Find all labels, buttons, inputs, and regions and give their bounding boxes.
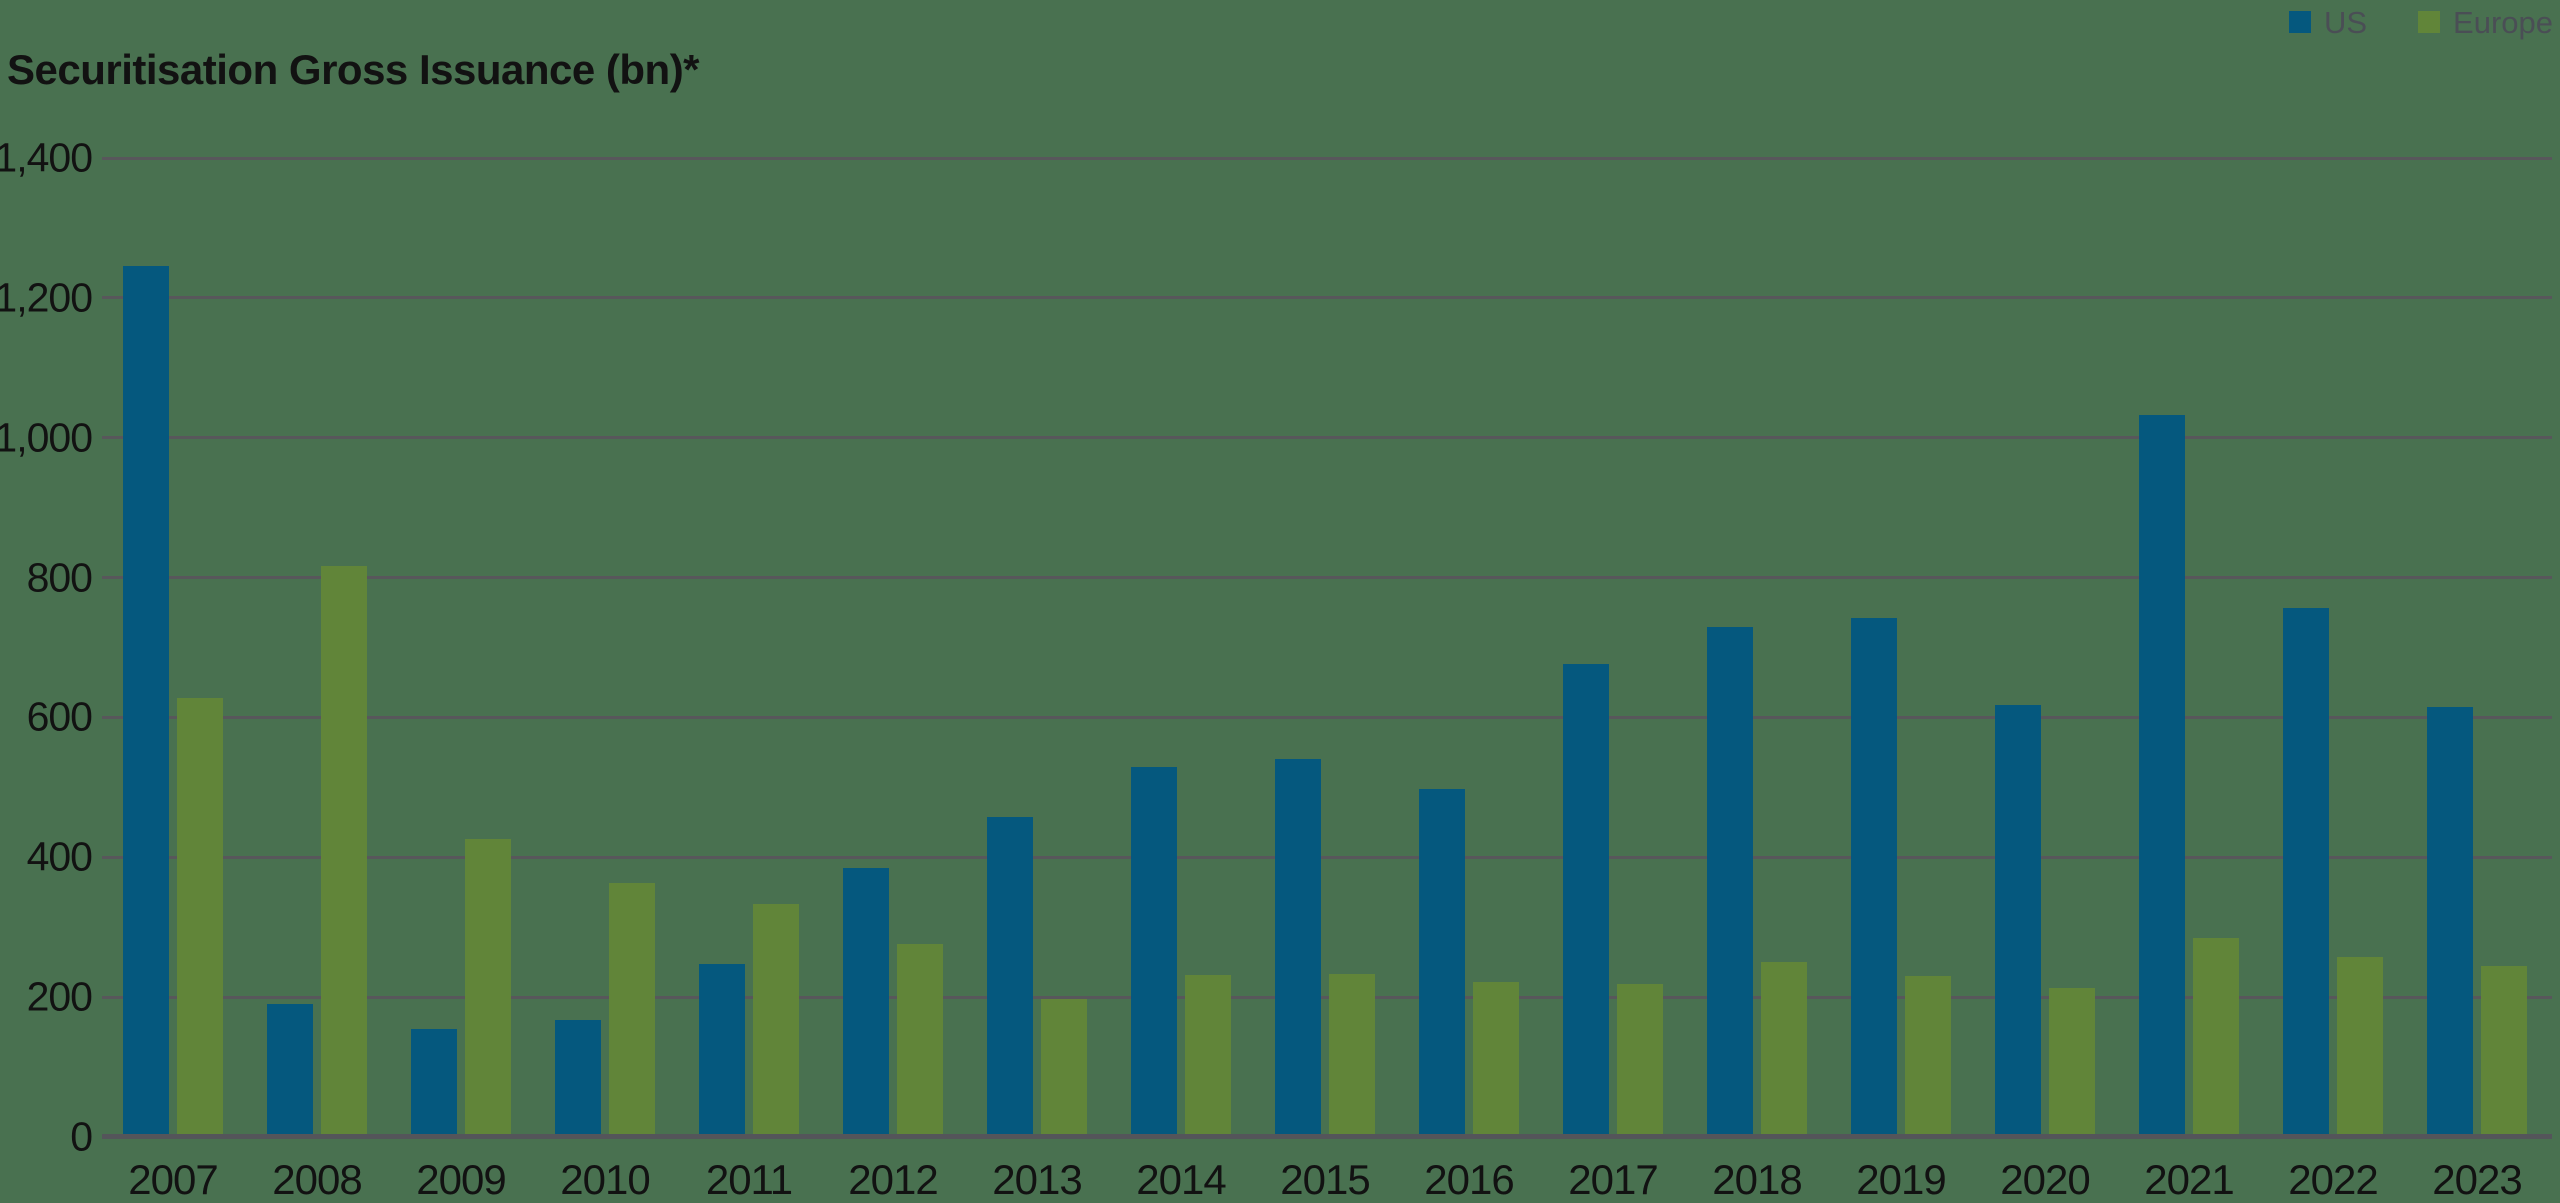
bar-us-2015 [1275,759,1321,1137]
x-tick-label-2023: 2023 [2432,1156,2522,1203]
bar-europe-2023 [2481,966,2527,1137]
bar-us-2021 [2139,415,2185,1137]
bar-europe-2017 [1617,983,1663,1137]
gridline-1200 [102,296,2552,300]
bar-us-2018 [1707,626,1753,1137]
bar-europe-2012 [897,944,943,1137]
bar-us-2009 [411,1028,457,1137]
x-tick-label-2015: 2015 [1280,1156,1370,1203]
gridline-400 [102,855,2552,859]
x-tick-label-2012: 2012 [848,1156,938,1203]
legend-item-us: US [2288,4,2368,40]
y-tick-label-600: 600 [26,693,93,740]
us-swatch-icon [2288,11,2311,33]
gridline-600 [102,715,2552,719]
bar-us-2011 [699,963,745,1137]
bar-europe-2008 [321,566,367,1137]
gridline-800 [102,576,2552,580]
x-tick-label-2010: 2010 [560,1156,650,1203]
bar-europe-2018 [1761,962,1807,1137]
bar-europe-2009 [465,839,511,1137]
x-tick-label-2019: 2019 [1856,1156,1946,1203]
bar-europe-2020 [2049,988,2095,1137]
bar-us-2010 [555,1020,601,1137]
legend-label-us: US [2323,4,2368,40]
bar-europe-2022 [2337,956,2383,1137]
x-tick-label-2022: 2022 [2288,1156,2378,1203]
x-tick-label-2008: 2008 [272,1156,362,1203]
x-tick-label-2018: 2018 [1712,1156,1802,1203]
bar-us-2023 [2427,706,2473,1137]
plot-area: 2007 2008 2009 2010 2011 2012 2013 2014 2015 2016… [102,156,2552,1201]
y-tick-label-200: 200 [26,973,93,1020]
bar-europe-2014 [1185,974,1231,1137]
y-tick-label-1400: 1,400 [0,134,93,181]
bar-europe-2007 [177,697,223,1137]
x-tick-label-2016: 2016 [1424,1156,1514,1203]
x-tick-label-2007: 2007 [128,1156,218,1203]
y-tick-label-0: 0 [70,1113,93,1160]
bar-us-2022 [2283,607,2329,1137]
x-tick-label-2014: 2014 [1136,1156,1226,1203]
bar-europe-2015 [1329,974,1375,1137]
bar-us-2013 [987,817,1033,1137]
bar-us-2014 [1131,767,1177,1137]
y-tick-label-400: 400 [26,833,93,880]
gridline-1400 [102,156,2552,160]
gridline-1000 [102,436,2552,440]
bar-us-2020 [1995,704,2041,1137]
gridline-200 [102,995,2552,999]
x-tick-label-2021: 2021 [2144,1156,2234,1203]
x-tick-label-2011: 2011 [705,1156,793,1203]
y-axis-labels: 0 200 400 600 800 1,000 1,200 1,400 [0,0,93,1202]
chart-title: Securitisation Gross Issuance (bn)* [7,46,700,93]
bar-us-2008 [267,1004,313,1137]
x-tick-label-2013: 2013 [992,1156,1082,1203]
bar-us-2016 [1419,789,1465,1137]
y-tick-label-1000: 1,000 [0,414,93,461]
bar-us-2012 [843,868,889,1137]
bar-europe-2010 [609,883,655,1137]
bar-europe-2019 [1905,976,1951,1137]
y-tick-label-1200: 1,200 [0,274,93,321]
bar-europe-2013 [1041,999,1087,1137]
x-axis-line [102,1134,2552,1139]
y-tick-label-800: 800 [26,554,93,601]
bar-europe-2016 [1473,982,1519,1137]
bar-us-2019 [1851,618,1897,1137]
bar-us-2007 [123,266,169,1137]
bar-europe-2021 [2193,937,2239,1137]
bar-us-2017 [1563,664,1609,1137]
x-tick-label-2017: 2017 [1568,1156,1658,1203]
legend-item-europe: Europe [2418,7,2553,38]
legend: US Europe [2288,0,2553,44]
x-tick-label-2009: 2009 [416,1156,506,1203]
europe-swatch-icon [2418,11,2441,33]
legend-label-europe: Europe [2453,4,2553,40]
x-tick-label-2020: 2020 [2000,1156,2090,1203]
bar-europe-2011 [753,904,799,1137]
